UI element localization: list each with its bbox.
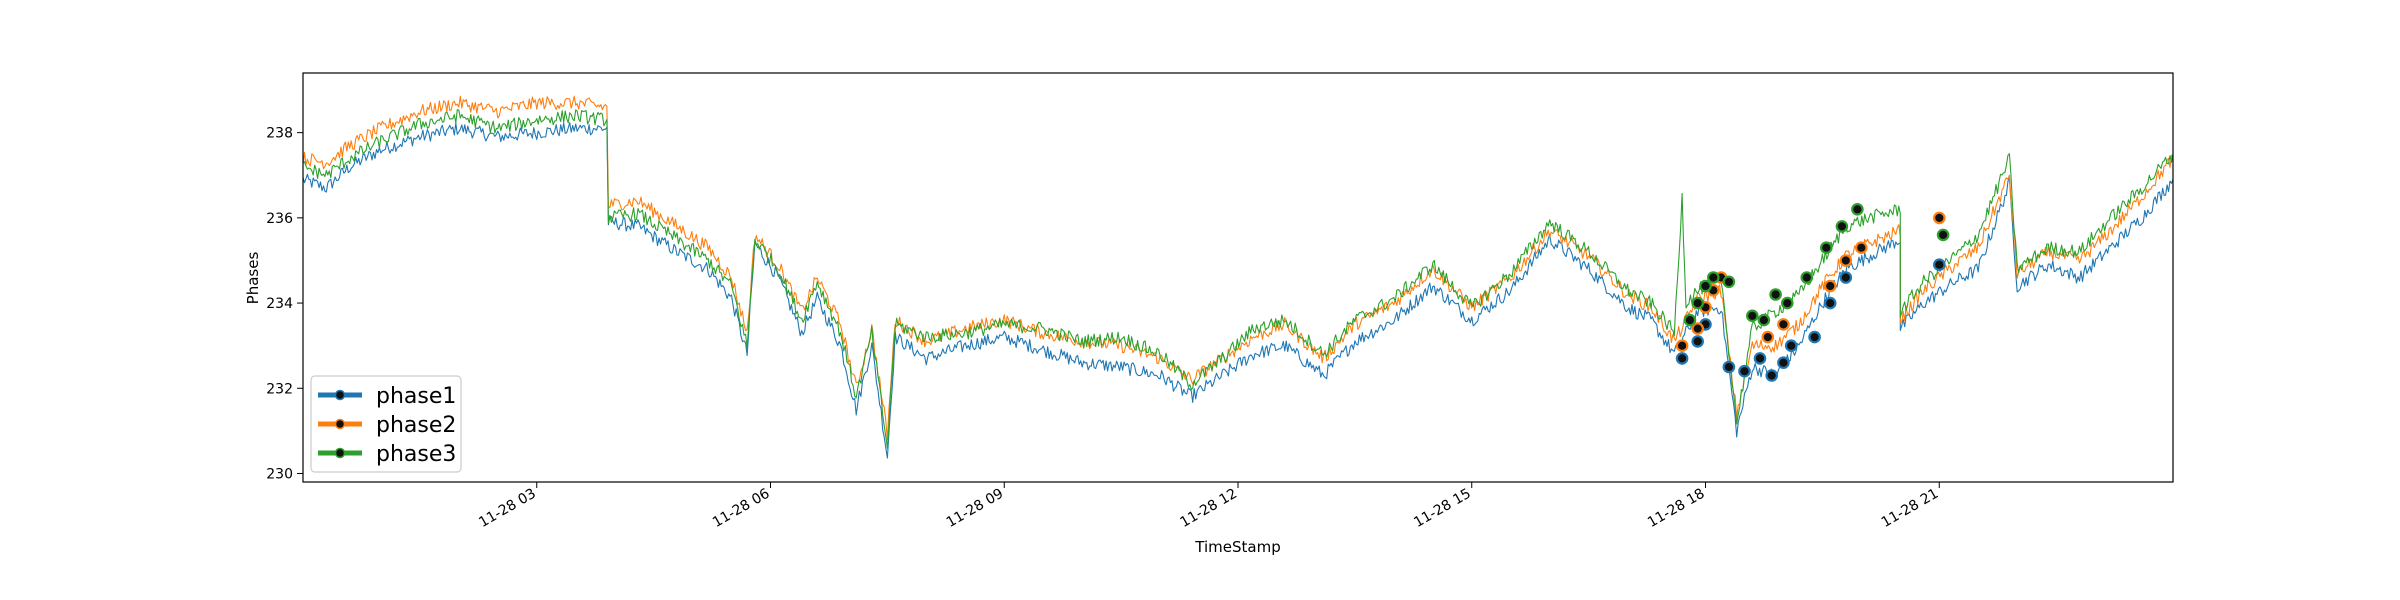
anomaly-marker-phase1 <box>1808 330 1821 344</box>
y-axis: 230 232 234 236 238 <box>266 126 303 482</box>
anomaly-marker-phase3 <box>1835 220 1849 233</box>
anomaly-marker-phase2 <box>1855 241 1868 254</box>
y-axis-label: Phases <box>244 252 262 305</box>
anomaly-marker-phase1 <box>1722 360 1736 374</box>
anomaly-marker-phase3 <box>1683 313 1697 327</box>
anomaly-marker-phase1 <box>1777 356 1790 369</box>
legend-marker-phase1 <box>334 389 346 401</box>
anomaly-marker-phase3 <box>1707 271 1720 284</box>
anomaly-marker-phase1 <box>1784 339 1798 352</box>
anomaly-marker-phase2 <box>1691 322 1704 335</box>
legend-marker-phase2 <box>334 418 346 430</box>
anomaly-marker-phase1 <box>1839 271 1853 284</box>
anomaly-marker-phase2 <box>1823 279 1837 293</box>
x-axis-label: TimeStamp <box>1194 538 1280 556</box>
y-tick-label: 232 <box>266 381 293 397</box>
anomaly-marker-phase3 <box>1800 271 1814 284</box>
legend-box <box>310 375 462 473</box>
legend-label-phase3: phase3 <box>376 442 456 467</box>
series-line-phase1 <box>302 122 2174 459</box>
y-tick-label: 230 <box>266 466 293 482</box>
anomaly-marker-phase3 <box>1722 275 1736 289</box>
anomaly-marker-phase3 <box>1757 313 1771 327</box>
anomaly-marker-phase2 <box>1761 330 1775 344</box>
anomaly-marker-phase1 <box>1933 258 1946 271</box>
anomaly-marker-phase1 <box>1738 364 1751 378</box>
anomaly-markers <box>1675 203 1950 382</box>
anomaly-marker-phase3 <box>1746 309 1759 323</box>
anomaly-marker-phase2 <box>1839 254 1853 267</box>
anomaly-marker-phase3 <box>1769 288 1782 301</box>
anomaly-marker-phase3 <box>1691 296 1704 310</box>
anomaly-marker-phase3 <box>1820 241 1833 254</box>
anomaly-marker-phase3 <box>1781 296 1794 310</box>
anomaly-marker-phase1 <box>1765 369 1778 382</box>
anomaly-marker-phase3 <box>1851 203 1864 216</box>
legend: phase1 phase2 phase3 <box>310 375 462 473</box>
anomaly-marker-phase1 <box>1691 335 1704 348</box>
legend-label-phase1: phase1 <box>376 384 456 409</box>
y-tick-label: 234 <box>266 296 293 312</box>
anomaly-marker-phase2 <box>1675 339 1689 352</box>
y-tick-label: 238 <box>266 126 293 142</box>
anomaly-marker-phase3 <box>1699 279 1712 293</box>
series-line-phase3 <box>302 109 2174 449</box>
anomaly-marker-phase3 <box>1936 228 1950 242</box>
y-tick-label: 236 <box>266 211 293 227</box>
anomaly-marker-phase1 <box>1753 352 1767 365</box>
anomaly-marker-phase2 <box>1933 211 1946 225</box>
anomaly-marker-phase1 <box>1675 352 1689 365</box>
anomaly-marker-phase2 <box>1777 318 1790 331</box>
anomaly-marker-phase1 <box>1823 296 1837 310</box>
legend-marker-phase3 <box>334 447 346 459</box>
legend-label-phase2: phase2 <box>376 413 456 438</box>
